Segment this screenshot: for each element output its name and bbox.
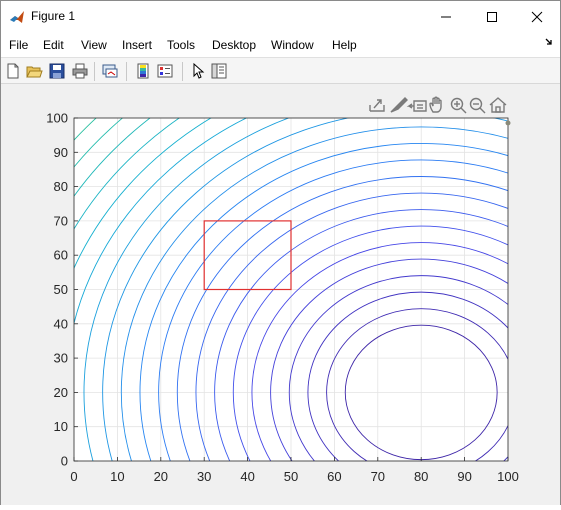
dock-arrow-icon[interactable] — [544, 37, 554, 47]
minimize-button[interactable] — [423, 1, 469, 32]
property-inspector-icon[interactable] — [210, 62, 228, 80]
red-rectangle — [203, 220, 292, 291]
menu-window[interactable]: Window — [271, 38, 314, 52]
y-tick-label: 20 — [54, 385, 68, 400]
contour-level — [307, 291, 508, 461]
insert-colorbar-icon[interactable] — [134, 62, 152, 80]
menu-help[interactable]: Help — [332, 38, 357, 52]
menu-bar: File Edit View Insert Tools Desktop Wind… — [1, 33, 560, 57]
x-tick-label: 0 — [70, 469, 77, 484]
maximize-icon — [487, 11, 497, 22]
close-icon — [531, 11, 543, 22]
pan-icon[interactable] — [429, 96, 442, 113]
toolbar-separator — [182, 62, 183, 81]
minimize-icon — [441, 16, 451, 17]
contour-level — [232, 225, 508, 461]
x-tick-label: 80 — [414, 469, 428, 484]
contour-level — [120, 126, 508, 461]
print-icon[interactable] — [71, 62, 89, 80]
axes-corner-marker — [505, 120, 511, 126]
toolbar-separator — [126, 62, 127, 81]
data-tips-icon[interactable] — [406, 100, 427, 112]
title-bar: Figure 1 — [1, 1, 560, 33]
y-tick-label: 30 — [54, 351, 68, 366]
menu-insert[interactable]: Insert — [122, 38, 153, 52]
y-tick-label: 100 — [46, 111, 68, 126]
menu-view[interactable]: View — [81, 38, 107, 52]
x-tick-label: 30 — [197, 469, 211, 484]
new-figure-icon[interactable] — [4, 62, 22, 80]
x-tick-label: 40 — [240, 469, 254, 484]
x-tick-label: 50 — [284, 469, 298, 484]
contour-plot[interactable]: 0 10 20 30 40 50 60 70 80 90 100 0 10 20 30 40 50 60 70 80… — [1, 85, 560, 505]
brush-icon[interactable] — [390, 97, 408, 113]
insert-legend-icon[interactable] — [156, 62, 174, 80]
contour-level — [214, 209, 508, 461]
figure-toolbar — [1, 57, 560, 84]
x-tick-label: 70 — [371, 469, 385, 484]
axes-toolbar — [369, 96, 507, 114]
y-tick-label: 10 — [54, 419, 68, 434]
open-file-icon[interactable] — [25, 62, 43, 80]
x-tick-label: 20 — [154, 469, 168, 484]
y-tick-label: 60 — [54, 248, 68, 263]
contour-level — [251, 242, 508, 461]
link-plot-icon[interactable] — [101, 62, 119, 80]
y-tick-label: 40 — [54, 316, 68, 331]
y-axis: 0 10 20 30 40 50 60 70 80 90 100 — [46, 111, 78, 469]
toolbar-separator — [94, 62, 95, 81]
contour-level — [83, 118, 290, 461]
contour-level — [195, 192, 508, 461]
contour-level — [176, 176, 508, 461]
x-tick-label: 60 — [327, 469, 341, 484]
x-tick-label: 90 — [457, 469, 471, 484]
save-icon[interactable] — [48, 62, 66, 80]
contour-level — [270, 258, 508, 461]
y-tick-label: 70 — [54, 213, 68, 228]
menu-edit[interactable]: Edit — [43, 38, 64, 52]
y-tick-label: 80 — [54, 179, 68, 194]
zoom-out-icon[interactable] — [469, 97, 486, 114]
y-tick-label: 50 — [54, 282, 68, 297]
close-button[interactable] — [514, 1, 560, 32]
menu-tools[interactable]: Tools — [167, 38, 196, 52]
contour-level — [288, 275, 508, 461]
y-tick-label: 90 — [54, 145, 68, 160]
home-icon[interactable] — [489, 97, 507, 113]
figure-canvas: 0 10 20 30 40 50 60 70 80 90 100 0 10 20 30 40 50 60 70 80… — [1, 85, 560, 505]
x-tick-label: 10 — [110, 469, 124, 484]
maximize-button[interactable] — [469, 1, 515, 32]
x-tick-label: 100 — [497, 469, 519, 484]
zoom-in-icon[interactable] — [450, 97, 467, 114]
pointer-icon[interactable] — [189, 62, 207, 80]
window-title: Figure 1 — [31, 9, 76, 23]
y-tick-label: 0 — [61, 454, 68, 469]
contour-level — [158, 159, 508, 461]
menu-file[interactable]: File — [9, 38, 29, 52]
menu-desktop[interactable]: Desktop — [212, 38, 257, 52]
contour-level — [139, 143, 508, 461]
x-axis: 0 10 20 30 40 50 60 70 80 90 100 — [70, 457, 519, 484]
export-icon[interactable] — [369, 99, 385, 112]
contour-level — [326, 308, 508, 461]
matlab-logo-icon — [9, 9, 25, 25]
contour-level — [102, 118, 508, 461]
